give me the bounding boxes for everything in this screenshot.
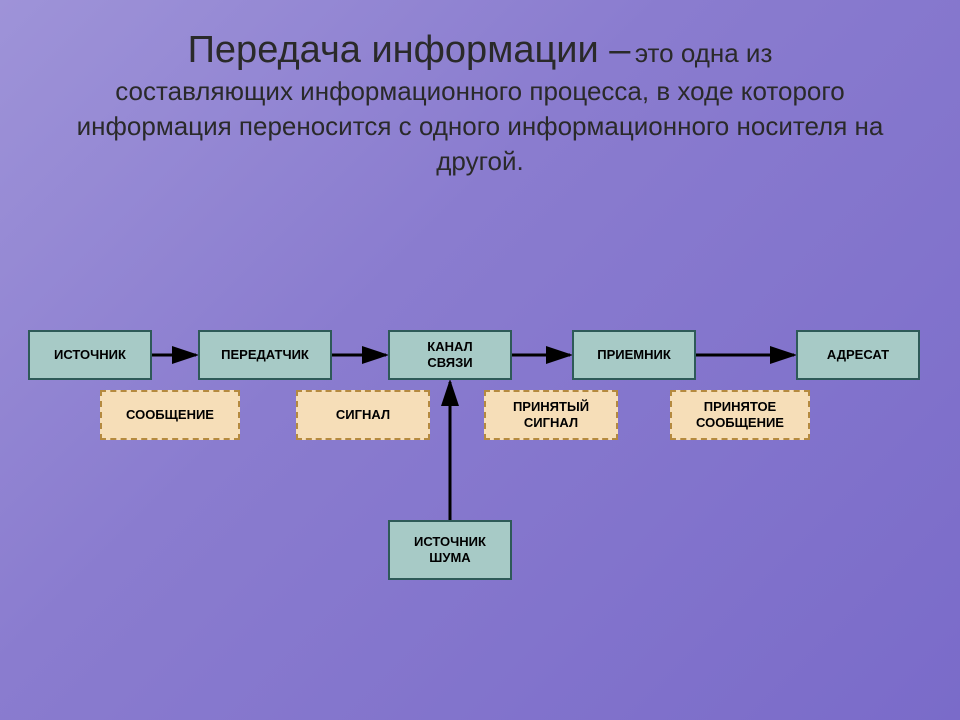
title-rest: составляющих информационного процесса, в… (60, 74, 900, 179)
node-msg: СООБЩЕНИЕ (100, 390, 240, 440)
node-signal: СИГНАЛ (296, 390, 430, 440)
node-tx: ПЕРЕДАТЧИК (198, 330, 332, 380)
title-block: Передача информации – это одна из состав… (0, 0, 960, 179)
node-noise: ИСТОЧНИК ШУМА (388, 520, 512, 580)
node-rx: ПРИЕМНИК (572, 330, 696, 380)
node-source: ИСТОЧНИК (28, 330, 152, 380)
title-main: Передача информации – (188, 29, 631, 71)
node-channel: КАНАЛ СВЯЗИ (388, 330, 512, 380)
node-rxmsg: ПРИНЯТОЕ СООБЩЕНИЕ (670, 390, 810, 440)
diagram: ИСТОЧНИК ПЕРЕДАТЧИК КАНАЛ СВЯЗИ ПРИЕМНИК АДР… (0, 330, 960, 690)
node-rxsignal: ПРИНЯТЫЙ СИГНАЛ (484, 390, 618, 440)
title-sub: это одна из (635, 38, 773, 68)
node-dest: АДРЕСАТ (796, 330, 920, 380)
arrows-layer (0, 330, 960, 690)
